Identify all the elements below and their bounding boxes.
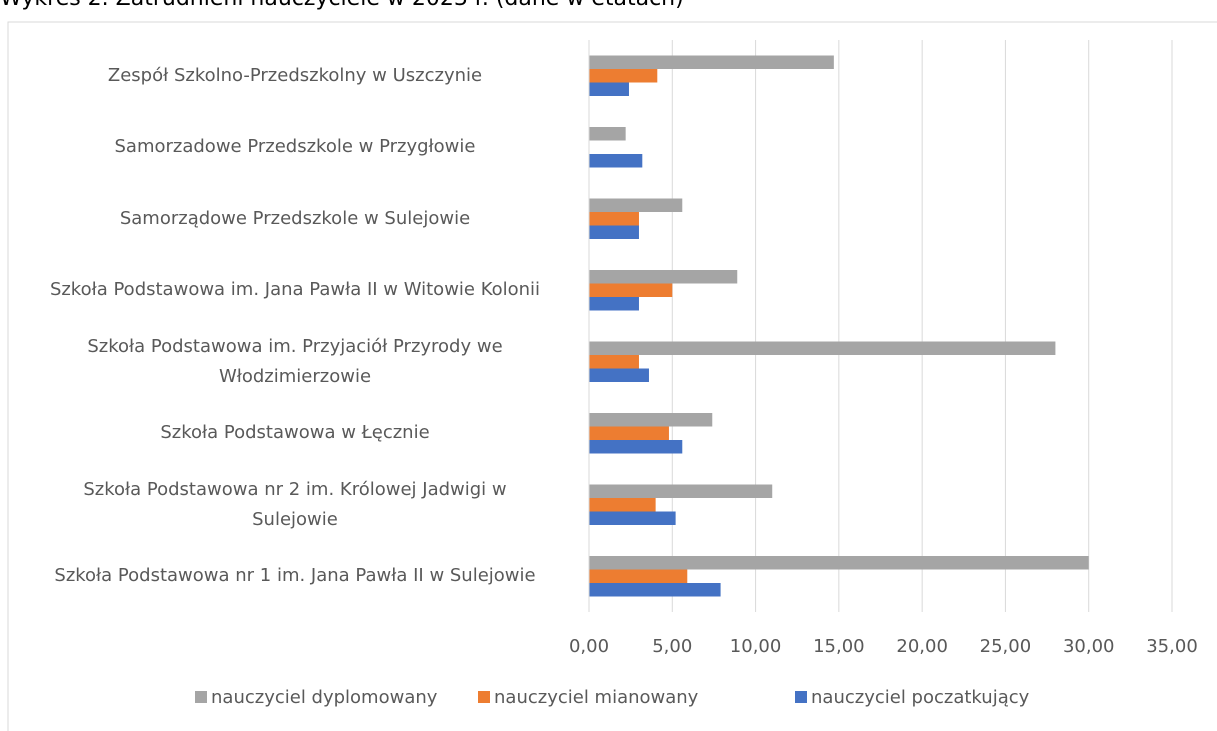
legend-swatch	[478, 691, 490, 703]
x-tick-label: 15,00	[813, 636, 865, 657]
bar	[589, 440, 683, 454]
bar	[589, 498, 656, 512]
legend-swatch	[195, 691, 207, 703]
bar	[589, 198, 683, 212]
bar	[589, 82, 629, 96]
x-tick-label: 25,00	[980, 636, 1032, 657]
bar	[589, 368, 649, 382]
legend-label: nauczyciel poczatkujący	[811, 687, 1030, 708]
bar	[589, 127, 626, 141]
x-tick-label: 5,00	[652, 636, 692, 657]
bar	[589, 341, 1056, 355]
legend-swatch	[795, 691, 807, 703]
chart-title: Wykres 2. Zatrudnieni nauczyciele w 2023…	[0, 0, 684, 11]
bar	[589, 426, 669, 440]
bar	[589, 484, 773, 498]
y-tick-label: Szkoła Podstawowa im. Przyjaciół Przyrod…	[87, 335, 503, 387]
bar	[589, 225, 639, 239]
y-tick-label: Szkoła Podstawowa im. Jana Pawła II w Wi…	[49, 279, 541, 301]
bar	[589, 55, 834, 69]
bar	[589, 569, 688, 583]
x-tick-label: 10,00	[730, 636, 782, 657]
bar	[589, 154, 643, 168]
y-tick-label: Samorzadowe Przedszkole w Przygłowie	[114, 136, 476, 158]
y-tick-label: Zespół Szkolno-Przedszkolny w Uszczynie	[107, 64, 483, 86]
y-tick-label: Szkoła Podstawowa nr 2 im. Królowej Jadw…	[83, 478, 507, 530]
chart-border	[7, 21, 1217, 731]
bar	[589, 511, 676, 525]
bar	[589, 556, 1089, 570]
y-tick-label: Szkoła Podstawowa nr 1 im. Jana Pawła II…	[54, 565, 536, 587]
bar	[589, 270, 738, 284]
x-tick-label: 0,00	[569, 636, 609, 657]
bar	[589, 583, 721, 597]
bar	[589, 69, 658, 83]
x-tick-label: 20,00	[896, 636, 948, 657]
bar	[589, 355, 639, 369]
bar	[589, 297, 639, 311]
bar	[589, 413, 713, 427]
x-tick-label: 30,00	[1063, 636, 1115, 657]
bar	[589, 283, 673, 297]
y-tick-label: Szkoła Podstawowa w Łęcznie	[160, 422, 430, 444]
x-tick-label: 35,00	[1146, 636, 1198, 657]
legend-label: nauczyciel mianowany	[494, 687, 699, 708]
bar	[589, 212, 639, 226]
legend-label: nauczyciel dyplomowany	[211, 687, 438, 708]
y-tick-label: Samorządowe Przedszkole w Sulejowie	[119, 207, 471, 229]
